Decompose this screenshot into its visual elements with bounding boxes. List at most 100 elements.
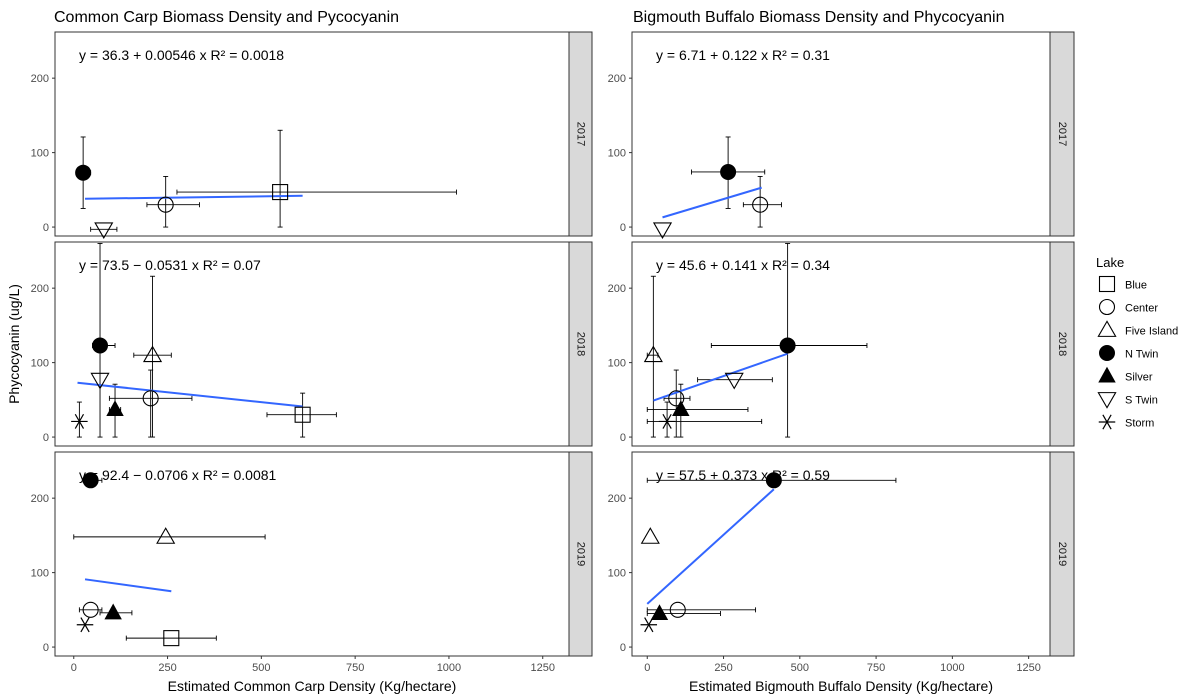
facet-panel-2017: 2017 0 100 200 y = 6.71 + 0.122 x R² = 0.31 bbox=[608, 31, 1075, 240]
legend-marker-n-twin bbox=[1099, 345, 1115, 361]
legend-label: N Twin bbox=[1125, 349, 1158, 361]
legend-marker-silver bbox=[1098, 366, 1116, 383]
point-n-twin bbox=[720, 163, 737, 180]
regression-line bbox=[653, 352, 788, 402]
y-tick-label: 100 bbox=[31, 568, 49, 580]
y-tick-label: 0 bbox=[43, 642, 49, 654]
y-tick-label: 200 bbox=[31, 493, 49, 505]
y-tick-label: 200 bbox=[608, 493, 626, 505]
y-tick-label: 100 bbox=[608, 568, 626, 580]
legend-title: Lake bbox=[1096, 255, 1124, 270]
x-tick-label: 500 bbox=[252, 662, 270, 674]
x-tick-label: 250 bbox=[158, 662, 176, 674]
y-tick-label: 200 bbox=[31, 73, 49, 85]
legend-item-five-island: Five Island bbox=[1097, 320, 1178, 338]
facet-strip-label: 2019 bbox=[575, 542, 587, 566]
x-tick-label: 1250 bbox=[530, 662, 554, 674]
y-tick-label: 0 bbox=[620, 432, 626, 444]
point-blue bbox=[294, 406, 311, 423]
point-center bbox=[752, 196, 769, 213]
x-tick-label: 1000 bbox=[437, 662, 461, 674]
x-tick-label: 750 bbox=[867, 662, 885, 674]
point-center bbox=[142, 390, 159, 407]
regression-equation: y = 92.4 − 0.0706 x R² = 0.0081 bbox=[79, 467, 277, 483]
legend-item-silver: Silver bbox=[1098, 366, 1153, 384]
facet-strip-label: 2018 bbox=[1056, 332, 1068, 356]
x-tick-label: 500 bbox=[791, 662, 809, 674]
panel-border bbox=[54, 31, 570, 237]
facet-strip-label: 2019 bbox=[1056, 542, 1068, 566]
point-center bbox=[157, 196, 174, 213]
asterisk-stroke bbox=[1102, 414, 1112, 430]
legend-label: Center bbox=[1125, 303, 1158, 315]
y-tick-label: 0 bbox=[43, 222, 49, 234]
point-n-twin bbox=[765, 472, 782, 489]
regression-equation: y = 45.6 + 0.141 x R² = 0.34 bbox=[656, 257, 830, 273]
legend-marker-five-island bbox=[1097, 320, 1117, 337]
x-axis-label: Estimated Bigmouth Buffalo Density (Kg/h… bbox=[689, 678, 993, 694]
legend-label: Silver bbox=[1125, 372, 1153, 384]
y-tick-label: 200 bbox=[608, 73, 626, 85]
legend-label: Storm bbox=[1125, 418, 1154, 430]
point-silver bbox=[106, 400, 124, 417]
y-tick-label: 100 bbox=[31, 358, 49, 370]
panel-border bbox=[54, 241, 570, 447]
facet-panel-2018: 2018 0 100 200 y = 73.5 − 0.0531 x R² = 0.07 bbox=[31, 241, 593, 447]
y-tick-label: 0 bbox=[620, 222, 626, 234]
regression-equation: y = 36.3 + 0.00546 x R² = 0.0018 bbox=[79, 47, 284, 63]
point-s-twin bbox=[94, 222, 114, 240]
facet-panel-2019: 2019 0 100 200 y = 92.4 − 0.0706 x R² = 0.00… bbox=[31, 451, 593, 674]
chart-title: Bigmouth Buffalo Biomass Density and Phy… bbox=[633, 9, 1004, 26]
legend-marker-center bbox=[1098, 298, 1116, 316]
asterisk-stroke bbox=[74, 413, 85, 429]
y-tick-label: 100 bbox=[608, 148, 626, 160]
panel-border bbox=[631, 241, 1051, 447]
point-n-twin bbox=[92, 337, 109, 354]
point-silver bbox=[672, 400, 690, 417]
point-storm bbox=[71, 413, 88, 429]
facet-strip-label: 2017 bbox=[575, 122, 587, 146]
legend-item-storm: Storm bbox=[1098, 414, 1154, 430]
asterisk-stroke bbox=[80, 617, 90, 633]
point-five-island bbox=[640, 527, 660, 544]
regression-line bbox=[646, 488, 775, 605]
legend-marker-blue bbox=[1098, 275, 1116, 293]
point-s-twin bbox=[724, 372, 744, 390]
legend-item-n-twin: N Twin bbox=[1099, 345, 1158, 361]
facet-strip bbox=[568, 241, 593, 447]
legend-marker-storm bbox=[1098, 414, 1116, 430]
facet-panel-2017: 2017 0 100 200 y = 36.3 + 0.00546 x R² = 0.0… bbox=[31, 31, 593, 240]
regression-equation: y = 6.71 + 0.122 x R² = 0.31 bbox=[656, 47, 830, 63]
y-axis-label: Phycocyanin (ug/L) bbox=[6, 284, 22, 404]
y-tick-label: 200 bbox=[31, 283, 49, 295]
legend-marker-s-twin bbox=[1097, 392, 1117, 409]
point-five-island bbox=[643, 345, 663, 363]
facet-strip-label: 2017 bbox=[1056, 122, 1068, 146]
x-tick-label: 1000 bbox=[940, 662, 964, 674]
legend-item-s-twin: S Twin bbox=[1097, 392, 1158, 409]
point-s-twin bbox=[652, 222, 673, 240]
point-silver bbox=[650, 604, 669, 621]
panel-border bbox=[54, 451, 570, 657]
facet-strip bbox=[1049, 451, 1075, 657]
facet-strip bbox=[1049, 31, 1075, 237]
legend-item-center: Center bbox=[1098, 298, 1158, 316]
point-storm bbox=[76, 617, 94, 633]
point-storm bbox=[640, 617, 658, 633]
point-silver bbox=[104, 603, 122, 620]
regression-equation: y = 57.5 + 0.373 x R² = 0.59 bbox=[656, 467, 830, 483]
y-tick-label: 100 bbox=[31, 148, 49, 160]
facet-panel-2019: 2019 0 100 200 y = 57.5 + 0.373 x R² = 0.59 0… bbox=[608, 451, 1075, 674]
point-center bbox=[669, 601, 686, 618]
point-blue bbox=[272, 184, 289, 201]
x-tick-label: 0 bbox=[644, 662, 650, 674]
x-tick-label: 750 bbox=[346, 662, 364, 674]
point-five-island bbox=[142, 345, 163, 363]
facet-panel-2018: 2018 0 100 200 y = 45.6 + 0.141 x R² = 0.34 bbox=[608, 241, 1075, 447]
regression-equation: y = 73.5 − 0.0531 x R² = 0.07 bbox=[79, 257, 261, 273]
panel-border bbox=[631, 31, 1051, 237]
point-five-island bbox=[156, 527, 176, 544]
asterisk-stroke bbox=[644, 617, 654, 633]
y-tick-label: 0 bbox=[43, 432, 49, 444]
